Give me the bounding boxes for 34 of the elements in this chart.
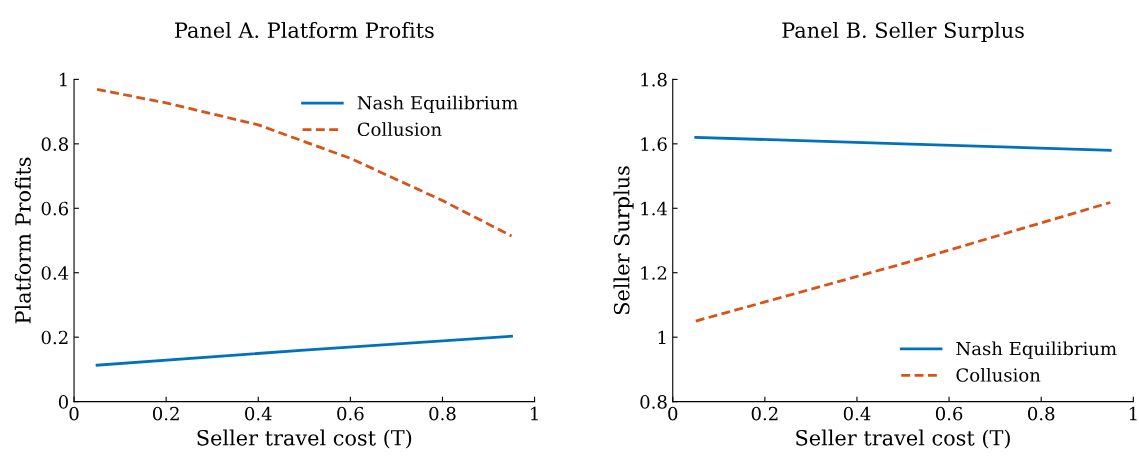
chart-title: Panel A. Platform Profits [175,21,434,39]
y-tick-label: 1.2 [641,266,667,280]
y-tick-label: 0.4 [41,266,69,280]
x-tick-label: 0.2 [751,406,778,421]
legend-label: Collusion [956,367,1041,382]
y-tick-label: 1 [59,72,67,87]
x-axis-title: Seller travel cost (T) [796,429,1010,449]
x-tick-label: 0.6 [935,406,963,421]
y-axis-title: Seller Surplus [613,166,634,315]
x-tick-label: 0 [69,406,79,421]
legend-label: Nash Equilibrium [956,341,1117,359]
y-tick-label: 1.6 [641,137,667,151]
x-tick-label: 0 [668,406,678,421]
y-axis-title: Platform Profits [14,157,31,324]
x-tick-label: 0.4 [245,406,272,421]
y-tick-label: 1 [658,330,666,345]
x-tick-label: 0.6 [337,406,364,421]
y-tick-label: 1.8 [641,72,667,87]
chart-title: Panel B. Seller Surplus [782,21,1024,43]
x-tick-label: 0.2 [152,406,179,421]
legend-label: Nash Equilibrium [357,95,518,114]
y-tick-label: 1.4 [641,201,667,216]
x-tick-label: 1 [531,406,538,421]
y-tick-label: 0.2 [41,330,68,345]
y-tick-label: 0.6 [41,201,69,216]
x-axis-title: Seller travel cost (T) [197,429,412,449]
x-tick-label: 1 [1129,406,1137,421]
y-tick-label: 0 [58,395,68,409]
y-tick-label: 0.8 [41,137,68,151]
y-tick-label: 0.8 [640,395,667,409]
legend-label: Collusion [357,122,442,137]
x-tick-label: 0.8 [429,406,456,421]
x-tick-label: 0.4 [843,406,871,421]
x-tick-label: 0.8 [1028,406,1055,421]
